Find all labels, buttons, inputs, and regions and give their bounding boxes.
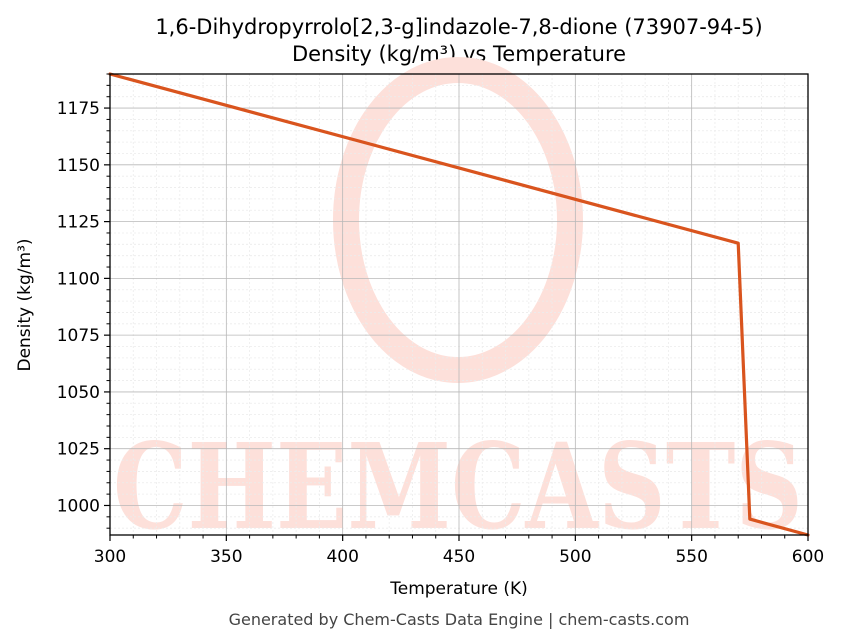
y-axis-label: Density (kg/m³) [15,238,35,371]
y-tick-label: 1050 [57,383,100,403]
x-tick-label: 400 [326,547,358,567]
x-tick-label: 300 [94,547,126,567]
y-tick-label: 1125 [57,213,100,233]
y-tick-label: 1150 [57,156,100,176]
watermark-text: CHEMCASTS [113,417,803,556]
y-tick-label: 1000 [57,496,100,516]
y-tick-label: 1075 [57,326,100,346]
footer-credit: Generated by Chem-Casts Data Engine | ch… [229,610,690,629]
density-series-line [108,72,810,537]
y-tick-label: 1100 [57,269,100,289]
y-tick-label: 1175 [57,99,100,119]
watermark-ring [333,57,583,383]
chemcasts-watermark: CHEMCASTS [113,57,803,556]
series-layer [108,72,810,537]
x-tick-label: 350 [210,547,242,567]
y-tick-label: 1025 [57,440,100,460]
x-tick-label: 450 [443,547,475,567]
x-tick-label: 600 [792,547,824,567]
x-tick-label: 500 [559,547,591,567]
x-axis-label: Temperature (K) [389,579,528,599]
chart-title: 1,6-Dihydropyrrolo[2,3-g]indazole-7,8-di… [155,15,762,39]
x-tick-label: 550 [675,547,707,567]
axis-ticks [104,73,809,541]
tick-labels: 300 350 400 450 500 550 600 1000 1025 1050 1075 110… [57,99,824,567]
